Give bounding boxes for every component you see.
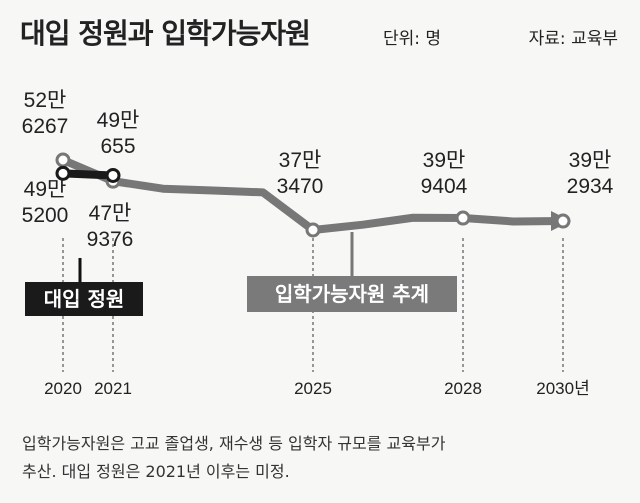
applicant-pool-data-label: 49만 5200 <box>22 178 69 227</box>
applicant-pool-line <box>59 156 567 234</box>
legend-entrance-quota-box <box>25 282 143 316</box>
entrance-quota-point <box>55 165 71 181</box>
x-tick-label: 2021 <box>94 379 132 398</box>
entrance-quota-data-label: 49만 655 <box>97 109 140 158</box>
applicant-pool-point <box>455 210 471 226</box>
footnote-line-1: 입학가능자원은 고교 졸업생, 재수생 등 입학자 규모를 교육부가 <box>22 434 446 453</box>
entrance-quota-point <box>105 167 121 183</box>
applicant-pool-data-label: 39만 2934 <box>567 149 614 198</box>
footnote: 입학가능자원은 고교 졸업생, 재수생 등 입학자 규모를 교육부가 추산. 대… <box>22 430 622 486</box>
unit-label: 단위: 명 <box>383 29 442 49</box>
x-tick-label: 2030년 <box>536 379 589 398</box>
legend-entrance-quota-label: 대입 정원 <box>44 287 125 311</box>
footnote-line-2: 추산. 대입 정원은 2021년 이후는 미정. <box>22 462 290 481</box>
source-label: 자료: 교육부 <box>528 29 618 49</box>
legend-applicant-pool-box <box>247 276 457 312</box>
legend-applicant-pool-label: 입학가능자원 추계 <box>275 282 429 306</box>
x-tick-label: 2028 <box>444 379 482 398</box>
applicant-pool-point <box>55 152 71 168</box>
entrance-quota-line <box>59 169 117 180</box>
applicant-pool-data-label: 39만 9404 <box>421 149 468 198</box>
applicant-pool-point <box>305 222 321 238</box>
x-tick-label: 2025 <box>294 379 332 398</box>
applicant-pool-data-label: 37만 3470 <box>277 149 324 198</box>
chart-title: 대입 정원과 입학가능자원 <box>20 17 311 50</box>
entrance-quota-data-label: 52만 6267 <box>22 89 69 138</box>
applicant-pool-point <box>555 213 571 229</box>
applicant-pool-data-label: 47만 9376 <box>87 202 134 251</box>
x-tick-label: 2020 <box>44 379 82 398</box>
